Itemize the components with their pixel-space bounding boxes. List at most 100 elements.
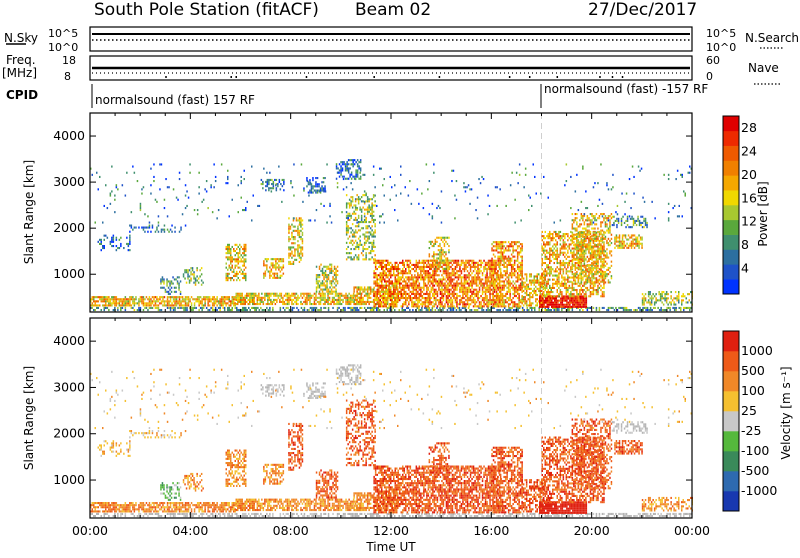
power-echo-cell <box>440 303 442 305</box>
power-echo-cell <box>503 245 505 247</box>
power-echo-cell <box>180 229 182 231</box>
power-echo-cell <box>239 301 241 303</box>
power-echo-cell <box>117 247 119 249</box>
power-echo-cell <box>563 268 565 270</box>
power-echo-cell <box>352 236 354 238</box>
power-echo-cell <box>359 286 361 288</box>
power-echo-cell <box>389 280 391 282</box>
power-echo-cell <box>414 276 416 278</box>
power-echo-cell <box>586 302 588 304</box>
power-echo-cell <box>565 295 567 297</box>
power-echo-cell <box>446 295 448 297</box>
power-echo-cell <box>159 296 161 298</box>
power-echo-cell <box>551 300 553 302</box>
power-echo-cell <box>278 277 280 279</box>
power-echo-cell <box>453 289 455 291</box>
power-echo-cell <box>392 283 394 285</box>
power-echo-cell <box>383 276 385 278</box>
power-echo-cell <box>338 307 340 309</box>
power-echo-cell <box>290 238 292 240</box>
power-echo-cell <box>441 278 443 280</box>
power-echo-cell <box>350 202 352 204</box>
power-echo-cell <box>204 296 206 298</box>
power-echo-cell <box>452 305 454 307</box>
power-echo-cell <box>455 272 457 274</box>
power-echo-cell <box>464 303 466 305</box>
power-echo-cell <box>554 252 556 254</box>
power-echo-cell <box>459 287 461 289</box>
power-echo-cell <box>236 244 238 246</box>
power-echo-cell <box>398 278 400 280</box>
power-echo-cell <box>644 307 646 309</box>
power-echo-cell <box>371 234 373 236</box>
power-echo-cell <box>180 304 182 306</box>
power-echo-cell <box>386 301 388 303</box>
power-echo-cell <box>493 303 495 305</box>
power-echo-cell <box>265 273 267 275</box>
power-echo-cell <box>489 295 491 297</box>
power-echo-cell <box>110 298 112 300</box>
power-echo-cell <box>537 302 539 304</box>
power-echo-cell <box>370 209 372 211</box>
power-echo-cell <box>545 270 547 272</box>
power-echo-cell <box>459 274 461 276</box>
power-echo-cell <box>543 277 545 279</box>
power-echo-cell <box>545 279 547 281</box>
power-echo-cell <box>355 198 357 200</box>
power-echo-cell <box>471 295 473 297</box>
power-echo-cell <box>182 307 184 309</box>
power-echo-cell <box>297 244 299 246</box>
power-echo-cell <box>198 298 200 300</box>
power-echo-cell <box>288 303 290 305</box>
power-echo-cell <box>465 289 467 291</box>
power-echo-cell <box>496 299 498 301</box>
power-echo-cell <box>464 270 466 272</box>
power-echo-cell <box>204 302 206 304</box>
power-echo-cell <box>293 246 295 248</box>
power-echo-cell <box>433 245 435 247</box>
power-echo-cell <box>244 258 246 260</box>
power-echo-cell <box>347 297 349 299</box>
power-echo-cell <box>517 309 519 311</box>
power-echo-cell <box>377 291 379 293</box>
power-echo-cell <box>449 293 451 295</box>
power-echo-cell <box>370 242 372 244</box>
power-echo-cell <box>429 291 431 293</box>
power-echo-cell <box>497 258 499 260</box>
power-echo-cell <box>324 293 326 295</box>
power-echo-cell <box>494 280 496 282</box>
power-echo-cell <box>485 280 487 282</box>
power-echo-cell <box>491 303 493 305</box>
power-echo-cell <box>492 291 494 293</box>
power-echo-cell <box>425 262 427 264</box>
power-echo-cell <box>352 309 354 311</box>
power-echo-cell <box>439 243 441 245</box>
power-echo-cell <box>521 243 523 245</box>
power-echo-cell <box>420 293 422 295</box>
power-echo-cell <box>236 279 238 281</box>
power-echo-cell <box>355 236 357 238</box>
power-echo-cell <box>624 307 626 309</box>
power-echo-cell <box>302 303 304 305</box>
power-echo-cell <box>461 276 463 278</box>
power-echo-cell <box>456 305 458 307</box>
power-echo-cell <box>517 272 519 274</box>
power-echo-cell <box>280 266 282 268</box>
power-echo-cell <box>482 291 484 293</box>
power-echo-cell <box>551 270 553 272</box>
power-echo-cell <box>305 301 307 303</box>
power-echo-cell <box>180 280 182 282</box>
power-echo-cell <box>528 284 530 286</box>
power-echo-cell <box>407 293 409 295</box>
power-echo-cell <box>564 235 566 237</box>
power-echo-cell <box>249 297 251 299</box>
power-echo-cell <box>506 249 508 251</box>
power-echo-cell <box>476 266 478 268</box>
power-echo-cell <box>411 283 413 285</box>
power-echo-cell <box>480 260 482 262</box>
power-echo-cell <box>370 307 372 309</box>
power-echo-cell <box>371 198 373 200</box>
power-echo-cell <box>107 298 109 300</box>
power-echo-cell <box>129 298 131 300</box>
power-echo-cell <box>563 285 565 287</box>
